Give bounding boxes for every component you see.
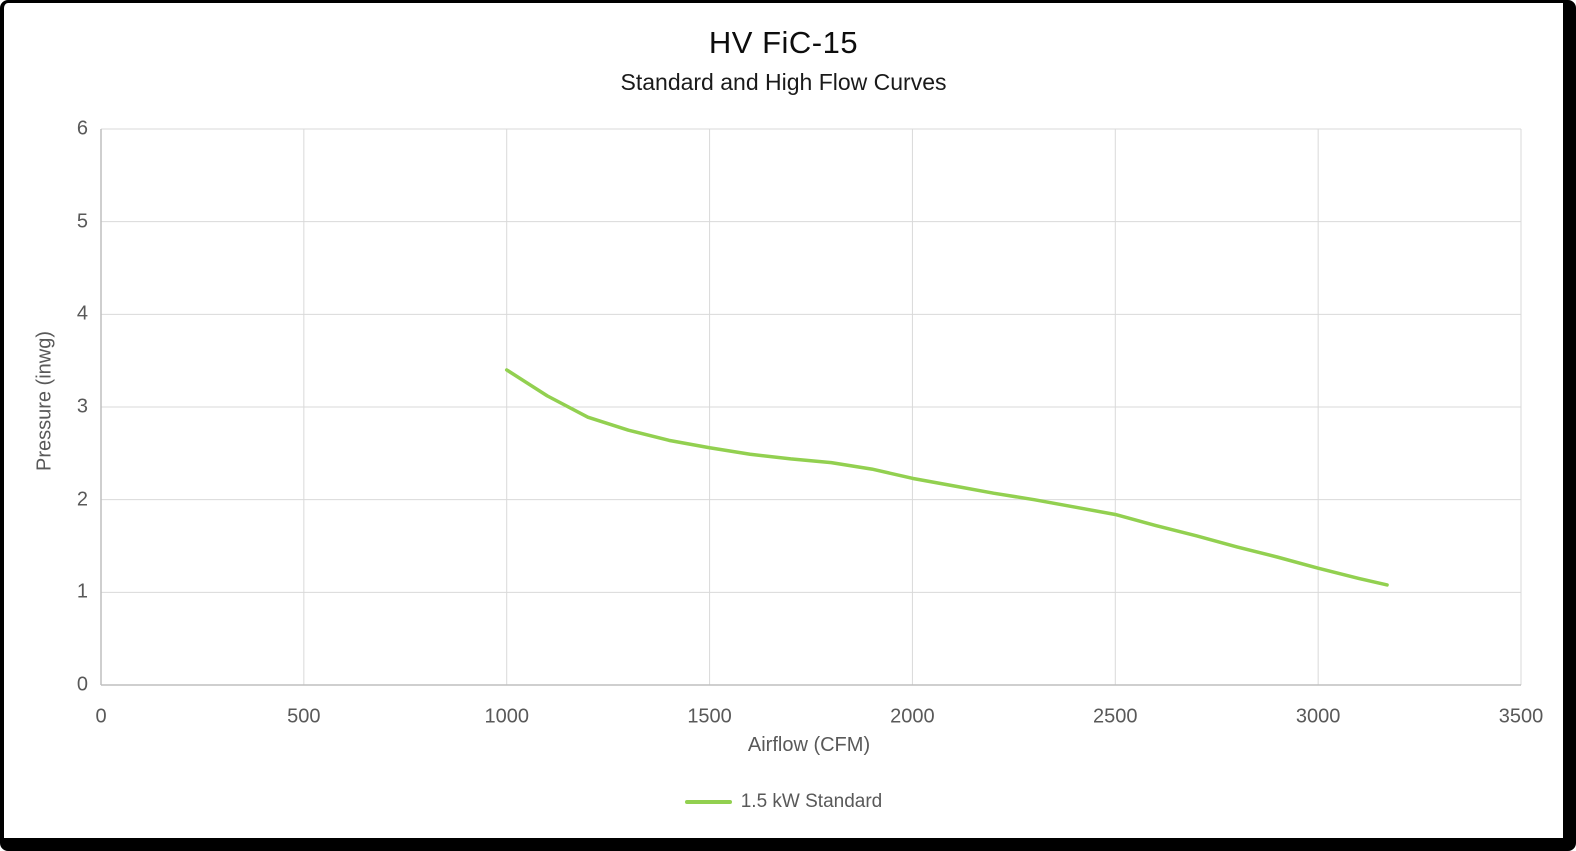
- x-tick-label: 0: [95, 705, 107, 728]
- series-line: [504, 368, 1389, 587]
- legend-line-swatch: [684, 800, 732, 804]
- y-axis-title: Pressure (inwg): [33, 330, 56, 472]
- x-tick-label: 1000: [484, 705, 529, 728]
- y-tick-label: 1: [76, 580, 88, 603]
- y-tick-label: 0: [76, 673, 88, 696]
- x-axis-title: Airflow (CFM): [747, 734, 871, 756]
- y-tick-label: 5: [76, 210, 88, 233]
- y-tick-label: 3: [76, 395, 88, 418]
- chart-title: HV FiC-15: [708, 25, 859, 60]
- x-tick-label: 500: [287, 705, 321, 728]
- y-tick-label: 4: [76, 302, 88, 325]
- x-tick-label: 1500: [687, 705, 732, 728]
- x-tick-label: 2000: [890, 705, 935, 728]
- y-tick-label: 6: [76, 117, 88, 140]
- legend-label: 1.5 kW Standard: [740, 791, 883, 812]
- plot-area: [100, 128, 1522, 686]
- legend: 1.5 kW Standard: [4, 791, 1563, 813]
- x-tick-label: 3500: [1498, 705, 1544, 728]
- x-tick-label: 2500: [1093, 705, 1138, 728]
- x-tick-label: 3000: [1295, 705, 1341, 728]
- y-tick-label: 2: [76, 488, 88, 511]
- chart-subtitle: Standard and High Flow Curves: [620, 69, 947, 95]
